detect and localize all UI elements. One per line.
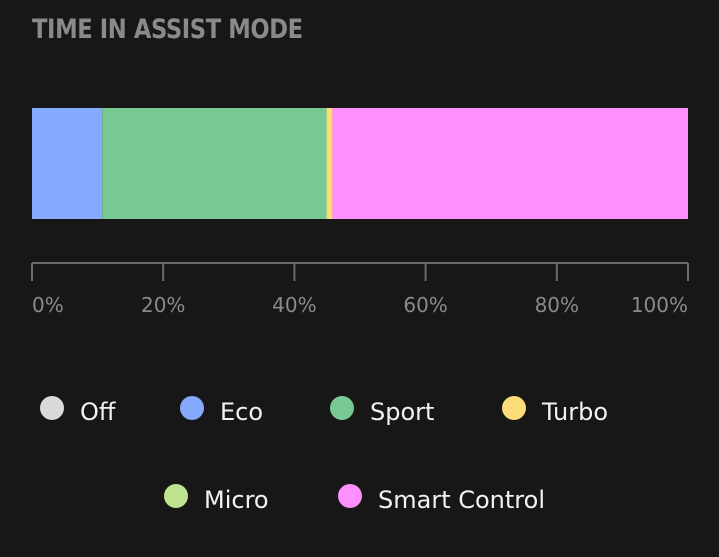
legend-label-sport: Sport bbox=[370, 398, 434, 426]
stacked-bar bbox=[32, 108, 688, 219]
legend-label-micro: Micro bbox=[204, 486, 269, 514]
legend-label-turbo: Turbo bbox=[541, 398, 608, 426]
legend-label-smart-control: Smart Control bbox=[378, 486, 545, 514]
legend-swatch-micro bbox=[164, 484, 188, 508]
legend-label-eco: Eco bbox=[220, 398, 263, 426]
legend-swatch-smart-control bbox=[338, 484, 362, 508]
legend-swatch-off bbox=[40, 396, 64, 420]
legend-swatch-turbo bbox=[502, 396, 526, 420]
x-axis: 0% 20% 40% 60% 80% 100% bbox=[31, 262, 689, 317]
x-tick-label: 20% bbox=[141, 293, 185, 317]
bar-segment-sport bbox=[102, 108, 327, 219]
legend-swatch-eco bbox=[180, 396, 204, 420]
chart-title: TIME IN ASSIST MODE bbox=[32, 14, 303, 45]
bar-segment-eco bbox=[32, 108, 103, 219]
x-tick-label: 0% bbox=[32, 293, 64, 317]
x-tick-label: 100% bbox=[631, 293, 688, 317]
legend-label-off: Off bbox=[80, 398, 116, 426]
legend: Off Eco Sport Turbo Micro Smart Control bbox=[40, 396, 608, 514]
x-tick-label: 40% bbox=[272, 293, 316, 317]
x-tick-label: 60% bbox=[403, 293, 447, 317]
bar-segment-smart-control bbox=[332, 108, 688, 219]
x-tick-label: 80% bbox=[535, 293, 579, 317]
legend-swatch-sport bbox=[330, 396, 354, 420]
bar-segment-turbo bbox=[326, 108, 333, 219]
